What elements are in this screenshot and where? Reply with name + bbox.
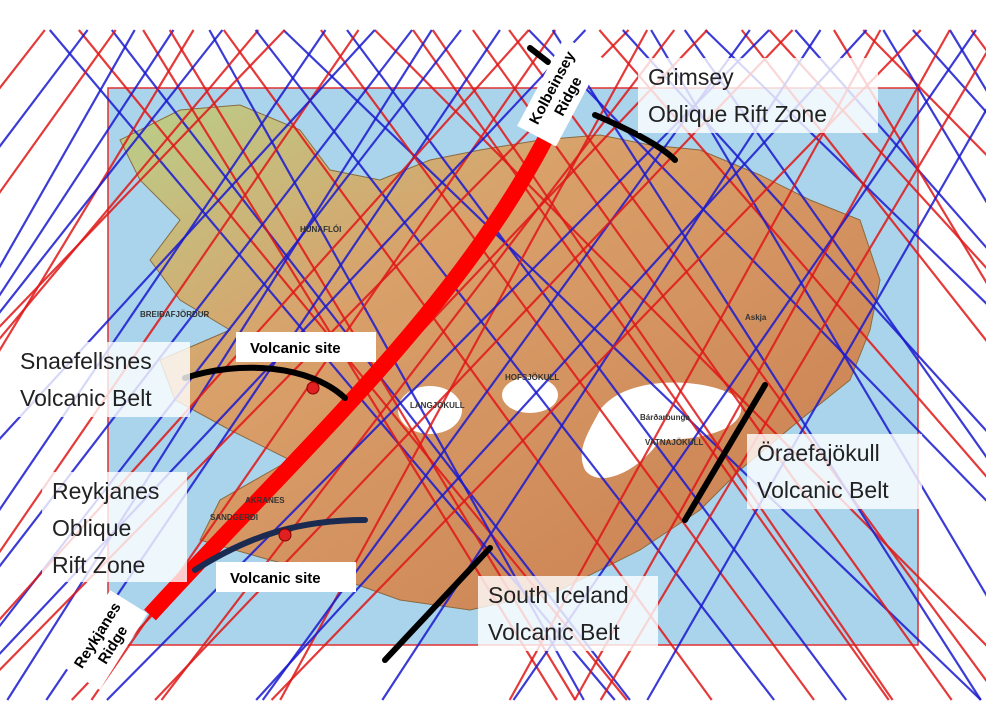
lineament [0,29,89,148]
belt-line [192,517,368,573]
belt-line [382,545,493,663]
lineament [320,29,815,701]
lineament [704,29,986,305]
lineament [650,29,986,597]
lineament [0,29,136,269]
lineament [431,29,894,701]
volcanic-site-marker [278,528,292,542]
belt-line [527,45,551,65]
annotation-text: Grimsey [648,64,734,90]
lineament [412,29,890,701]
lineament [6,29,433,701]
annotation: Grimsey Oblique Rift Zone [638,58,878,133]
annotation-text: South Iceland [488,582,629,608]
lineament [740,29,986,342]
lineament [768,29,986,270]
annotation-text: Volcanic Belt [488,619,620,645]
label-box [478,576,658,651]
annotation-text: Reykjanes [52,478,159,504]
map-label: VATNAJÖKULL [645,438,703,447]
annotation: Öraefajökull Volcanic Belt [747,434,922,509]
annotation-text: Volcanic site [250,340,341,357]
label-box [62,590,148,690]
annotation: Volcanic site [216,562,356,592]
lineament [794,29,986,249]
lineament [882,29,986,204]
annotation: Snaefellsnes Volcanic Belt [10,342,190,417]
map-label: HÚNAFLÓI [300,225,341,234]
label-box [747,434,922,509]
annotation-text: Volcanic Belt [757,477,889,503]
lineament [0,29,117,194]
annotation-text: Oblique Rift Zone [648,101,827,127]
map-label: Askja [745,313,767,322]
lineament [508,29,986,683]
belt-line [592,112,678,163]
volcanic-belts [182,45,768,663]
annotation-text: Oblique [52,515,131,541]
lineament [0,29,630,672]
map-label: SANDGERÐI [210,513,258,522]
map-label: BREIÐAFJÖRÐUR [140,310,210,319]
map-label: Bárðarbunga [640,413,690,422]
lineament [0,29,530,621]
lineament [527,29,986,502]
map-label: HOFSJÖKULL [505,373,559,382]
annotation-text: Volcanic Belt [20,385,152,411]
lineament [270,29,922,701]
glacier [502,377,558,413]
lineament [45,29,501,701]
label-box [42,472,187,582]
belt-line [682,382,768,523]
annotation: Volcanic site [236,332,376,362]
lineament [282,29,982,701]
lineament [646,108,986,701]
belt-line [182,364,348,401]
lineament [0,29,587,655]
lineament [551,29,982,701]
lineament-grid [0,29,986,701]
lineament [599,51,986,701]
lineament [254,29,775,701]
annotation-text: Rift Zone [52,552,145,578]
label-box [517,37,603,147]
map-label: LANGJÖKULL [410,401,465,410]
lineament [0,29,195,352]
lineament [0,29,224,314]
lineament [0,29,175,297]
lineament [948,29,986,92]
lineament [621,29,986,433]
map-label: AKRANES [245,496,285,505]
annotation-text: Volcanic site [230,570,321,587]
lineament [0,29,286,328]
label-box [236,332,376,362]
annotation: Reykjanes Oblique Rift Zone [42,472,187,582]
lineament [598,29,986,478]
lineament [833,29,986,284]
annotation: South Iceland Volcanic Belt [478,576,658,651]
lineament [0,29,260,340]
plate-boundary [144,106,568,621]
lineament [255,29,868,701]
glacier [581,382,742,479]
lineament [373,29,986,647]
lineament [862,29,986,156]
label-box [216,562,356,592]
volcanic-site-marker [306,381,320,395]
annotation-text: Öraefajökull [757,440,880,466]
label-box [638,58,878,133]
annotation-text: Snaefellsnes [20,348,152,374]
label-box [10,342,190,417]
